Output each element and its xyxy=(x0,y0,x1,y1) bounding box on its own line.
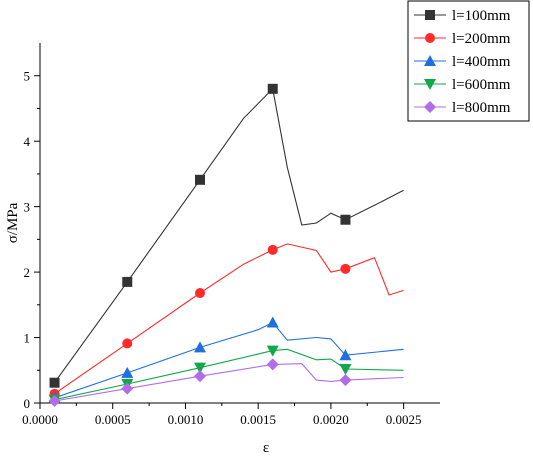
data-point xyxy=(267,244,278,255)
data-point xyxy=(266,345,279,357)
legend-item: l=400mm xyxy=(414,54,511,70)
series-line xyxy=(54,243,404,395)
series-1 xyxy=(49,83,404,388)
series-layer xyxy=(48,83,404,408)
legend-marker xyxy=(424,79,436,90)
data-point xyxy=(194,370,206,383)
legend-marker xyxy=(424,55,436,66)
x-tick-label: 0.0005 xyxy=(95,412,131,427)
legend-label: l=800mm xyxy=(452,100,511,116)
y-axis-title: σ/MPa xyxy=(5,202,21,243)
data-point xyxy=(122,276,133,287)
legend-item: l=800mm xyxy=(414,100,511,116)
chart-legend: l=100mm l=200mm l=400mm l=600mm l=800mm xyxy=(407,0,530,122)
series-5 xyxy=(48,358,404,408)
legend-label: l=200mm xyxy=(452,31,511,47)
data-point xyxy=(122,338,133,349)
series-2 xyxy=(49,243,404,399)
x-tick-label: 0.0010 xyxy=(168,412,204,427)
legend-label: l=100mm xyxy=(452,8,511,24)
data-point xyxy=(194,341,206,353)
y-tick-label: 2 xyxy=(24,265,31,280)
series-line xyxy=(54,321,404,399)
data-point xyxy=(340,263,351,274)
data-point xyxy=(195,288,205,299)
y-tick-label: 3 xyxy=(24,200,31,215)
legend-marker xyxy=(424,101,436,113)
data-point xyxy=(121,382,134,395)
legend-label: l=400mm xyxy=(452,54,511,70)
data-point xyxy=(49,377,60,388)
chart-axes: 0.0000 0.0005 0.0010 0.0015 0.0020 0.0025 0 1 2 3… xyxy=(22,43,440,427)
data-point xyxy=(266,358,279,371)
legend-marker xyxy=(425,10,435,20)
data-point xyxy=(267,83,278,94)
legend-label: l=600mm xyxy=(452,77,511,93)
legend-marker xyxy=(425,33,435,43)
y-tick-label: 0 xyxy=(24,396,31,411)
data-point xyxy=(195,174,205,185)
legend-item: l=100mm xyxy=(414,8,511,24)
data-point xyxy=(48,395,61,408)
data-point xyxy=(339,349,352,361)
x-tick-label: 0.0000 xyxy=(22,412,58,427)
data-point xyxy=(266,316,279,328)
data-point xyxy=(339,374,352,387)
x-axis-title: ε xyxy=(263,440,269,456)
x-tick-label: 0.0020 xyxy=(313,412,349,427)
legend-item: l=600mm xyxy=(414,77,511,93)
data-point xyxy=(121,366,134,378)
data-point xyxy=(340,214,351,225)
y-tick-label: 1 xyxy=(24,331,31,346)
x-tick-label: 0.0025 xyxy=(386,412,422,427)
legend-item: l=200mm xyxy=(414,31,511,47)
x-tick-label: 0.0015 xyxy=(240,412,276,427)
data-point xyxy=(194,362,206,374)
y-tick-label: 5 xyxy=(24,69,31,84)
y-tick-label: 4 xyxy=(24,134,31,149)
data-point xyxy=(339,363,352,375)
